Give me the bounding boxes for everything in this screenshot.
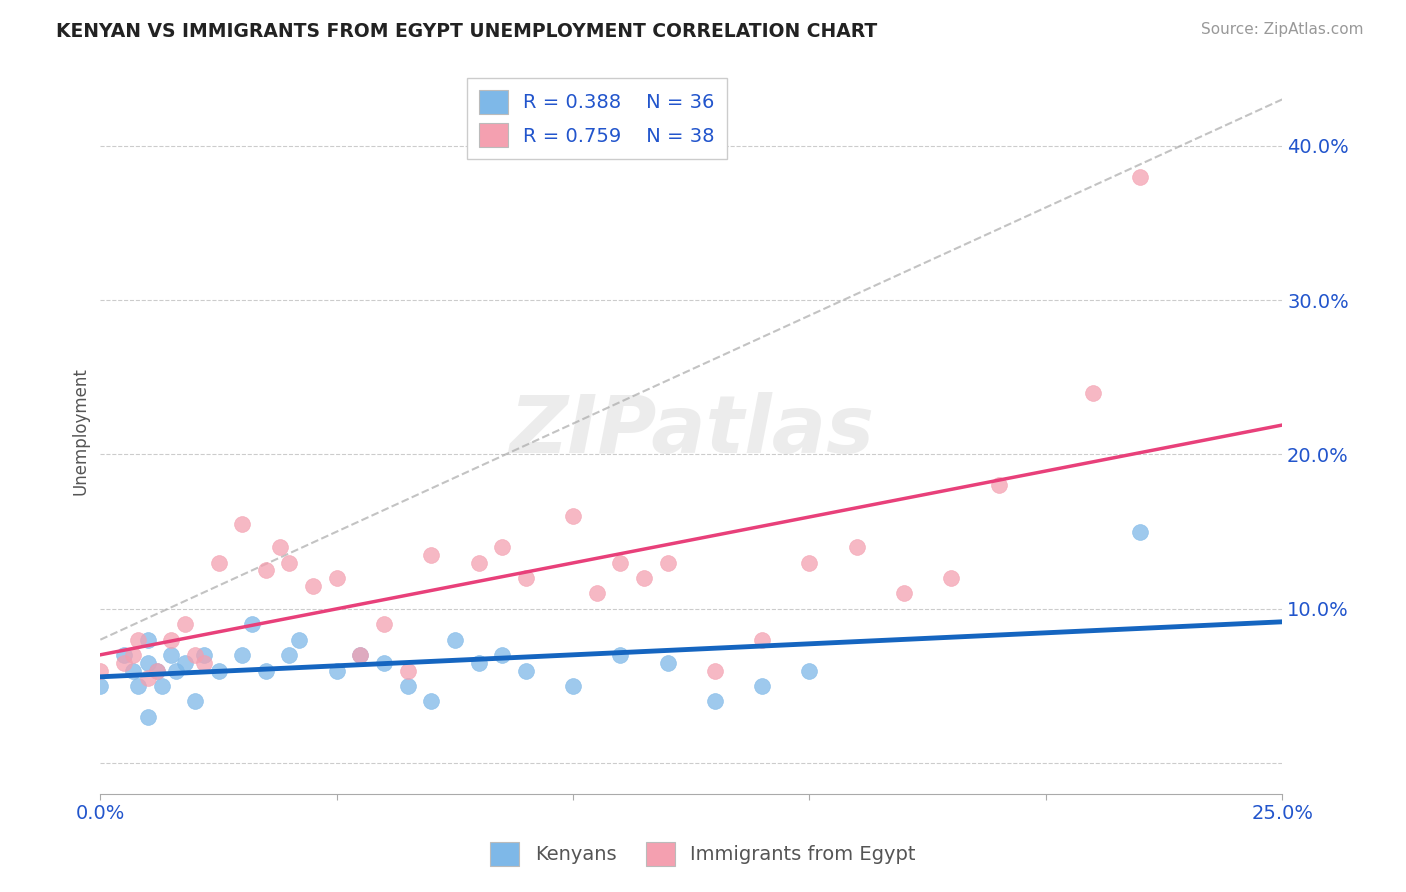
Point (396, 679, 419, 693)
Text: Source: ZipAtlas.com: Source: ZipAtlas.com (1201, 22, 1364, 37)
Point (136, 710, 159, 724)
Point (231, 648, 253, 662)
Point (325, 571, 347, 585)
Point (165, 664, 187, 678)
Y-axis label: Unemployment: Unemployment (72, 368, 89, 495)
Point (254, 664, 277, 678)
Point (633, 571, 655, 585)
Legend: Kenyans, Immigrants from Egypt: Kenyans, Immigrants from Egypt (482, 834, 924, 873)
Point (136, 632, 159, 647)
Point (122, 648, 145, 662)
Point (562, 509, 585, 524)
Point (799, 664, 821, 678)
Point (288, 632, 311, 647)
Text: KENYAN VS IMMIGRANTS FROM EGYPT UNEMPLOYMENT CORRELATION CHART: KENYAN VS IMMIGRANTS FROM EGYPT UNEMPLOY… (56, 22, 877, 41)
Point (174, 656, 197, 670)
Point (703, 694, 725, 708)
Point (420, 694, 443, 708)
Point (184, 694, 207, 708)
Point (254, 563, 277, 577)
Point (941, 571, 963, 585)
Point (515, 664, 537, 678)
Point (657, 556, 679, 570)
Point (112, 648, 135, 662)
Point (207, 664, 229, 678)
Point (207, 556, 229, 570)
Point (1129, 524, 1152, 539)
Point (89, 664, 111, 678)
Point (122, 664, 145, 678)
Point (146, 664, 169, 678)
Point (609, 556, 631, 570)
Point (491, 648, 513, 662)
Point (1081, 385, 1104, 400)
Point (193, 656, 215, 670)
Point (184, 648, 207, 662)
Point (325, 664, 347, 678)
Point (278, 648, 301, 662)
Point (585, 586, 607, 600)
Point (373, 656, 395, 670)
Point (1129, 169, 1152, 184)
Point (89, 679, 111, 693)
Text: ZIPatlas: ZIPatlas (509, 392, 873, 470)
Point (751, 632, 773, 647)
Point (987, 478, 1010, 492)
Point (845, 540, 868, 554)
Point (136, 656, 159, 670)
Point (269, 540, 291, 554)
Point (420, 548, 443, 562)
Point (349, 648, 371, 662)
Point (112, 656, 135, 670)
Point (278, 556, 301, 570)
Point (302, 579, 325, 593)
Point (893, 586, 915, 600)
Point (174, 617, 197, 632)
Point (127, 679, 149, 693)
Point (150, 679, 173, 693)
Point (349, 648, 371, 662)
Point (136, 671, 159, 685)
Point (146, 664, 169, 678)
Point (193, 648, 215, 662)
Point (751, 679, 773, 693)
Point (799, 556, 821, 570)
Point (703, 664, 725, 678)
Point (160, 632, 183, 647)
Point (515, 571, 537, 585)
Point (127, 632, 149, 647)
Legend: R = 0.388    N = 36, R = 0.759    N = 38: R = 0.388 N = 36, R = 0.759 N = 38 (467, 78, 727, 159)
Point (491, 540, 513, 554)
Point (240, 617, 263, 632)
Point (562, 679, 585, 693)
Point (444, 632, 467, 647)
Point (231, 516, 253, 531)
Point (609, 648, 631, 662)
Point (467, 556, 489, 570)
Point (657, 656, 679, 670)
Point (373, 617, 395, 632)
Point (396, 664, 419, 678)
Point (160, 648, 183, 662)
Point (467, 656, 489, 670)
